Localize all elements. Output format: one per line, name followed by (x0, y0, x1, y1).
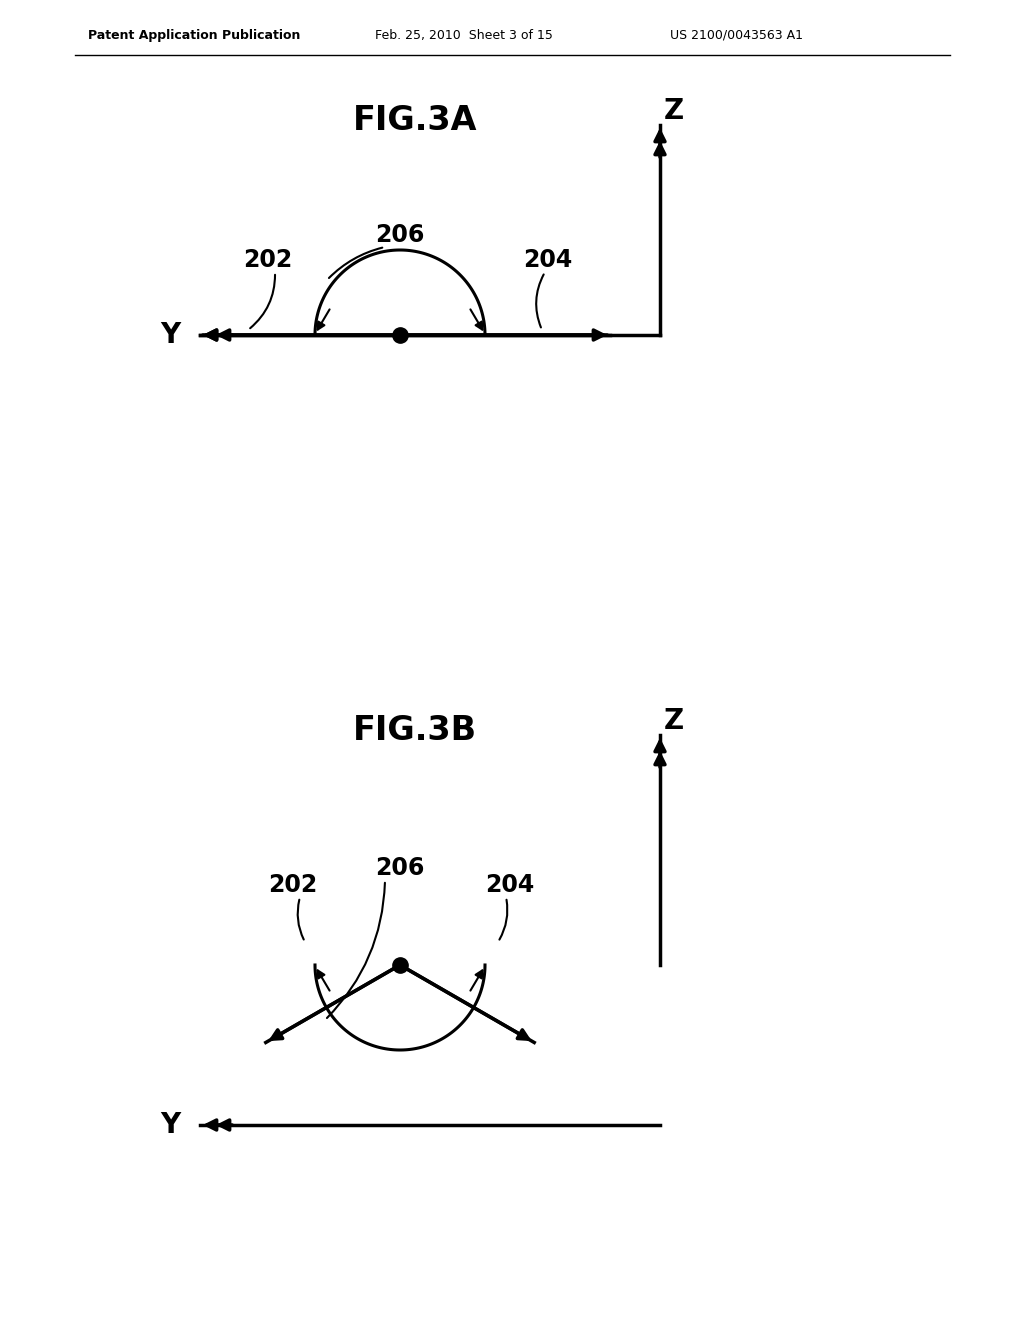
Text: 206: 206 (376, 223, 425, 247)
Text: FIG.3B: FIG.3B (353, 714, 477, 747)
Text: Y: Y (160, 1111, 180, 1139)
Text: Patent Application Publication: Patent Application Publication (88, 29, 300, 41)
Text: 206: 206 (376, 855, 425, 880)
Text: 204: 204 (485, 873, 535, 898)
Text: US 2100/0043563 A1: US 2100/0043563 A1 (670, 29, 803, 41)
Text: Z: Z (664, 96, 684, 125)
Text: Y: Y (160, 321, 180, 348)
Text: FIG.3A: FIG.3A (352, 103, 477, 136)
Text: 204: 204 (523, 248, 572, 272)
Text: Feb. 25, 2010  Sheet 3 of 15: Feb. 25, 2010 Sheet 3 of 15 (375, 29, 553, 41)
Text: Z: Z (664, 708, 684, 735)
Text: 202: 202 (244, 248, 293, 272)
Text: 202: 202 (268, 873, 317, 898)
